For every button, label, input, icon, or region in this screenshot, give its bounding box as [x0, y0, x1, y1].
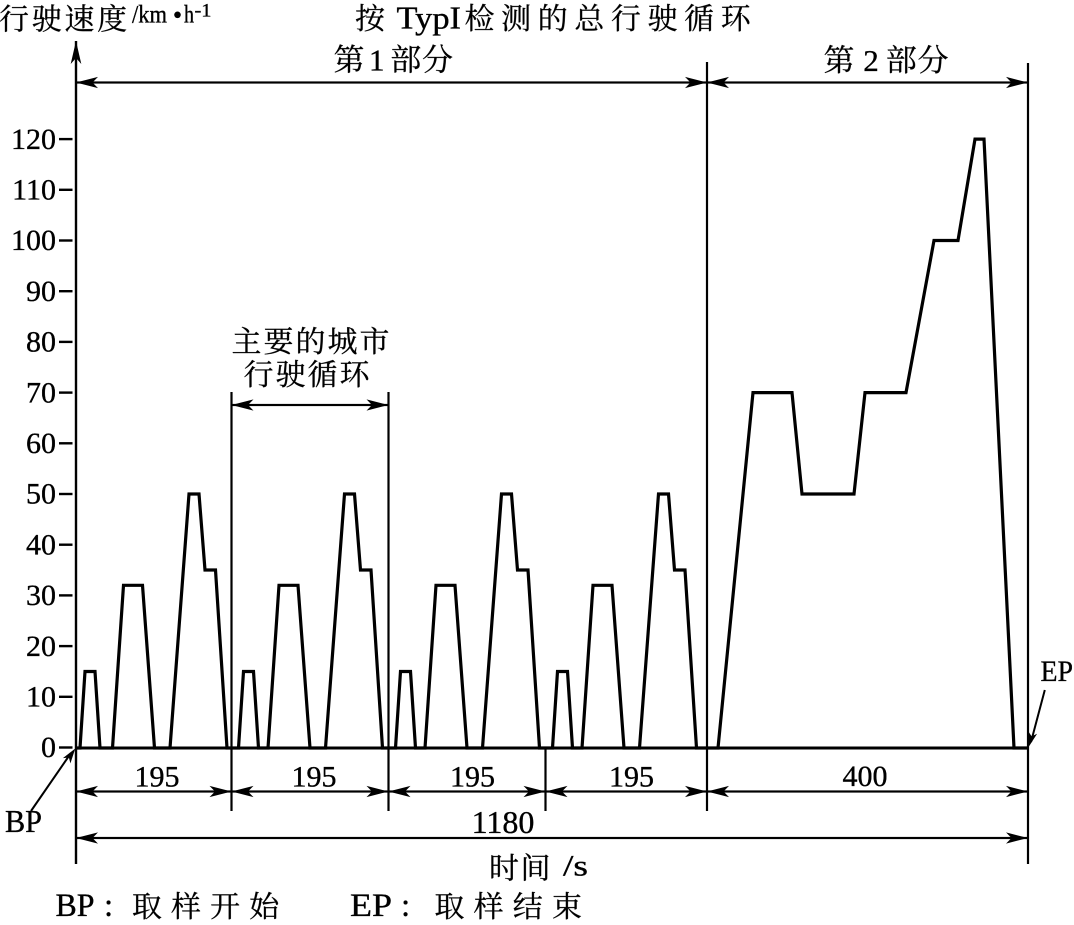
svg-text:195: 195: [450, 761, 495, 794]
svg-text:100: 100: [11, 224, 56, 257]
svg-text::: :: [401, 888, 410, 924]
svg-text:70: 70: [26, 376, 56, 409]
svg-text:EP: EP: [350, 888, 392, 924]
svg-text:BP: BP: [56, 888, 95, 924]
svg-text:/km: /km: [132, 2, 167, 29]
svg-text:10: 10: [26, 681, 56, 714]
svg-text:20: 20: [26, 630, 56, 663]
svg-text:50: 50: [26, 478, 56, 511]
svg-text:195: 195: [135, 761, 180, 794]
svg-text:-1: -1: [195, 1, 212, 22]
svg-text:80: 80: [26, 326, 56, 359]
svg-text:h: h: [184, 2, 194, 29]
svg-text:120: 120: [11, 123, 56, 156]
svg-text:400: 400: [843, 760, 888, 793]
svg-text:110: 110: [12, 174, 56, 207]
svg-text::: :: [104, 888, 113, 924]
svg-text:2: 2: [863, 43, 879, 78]
svg-text:0: 0: [41, 731, 56, 764]
svg-text:195: 195: [292, 761, 337, 794]
svg-text:BP: BP: [5, 803, 42, 839]
svg-text:40: 40: [26, 528, 56, 561]
svg-text:TypI: TypI: [397, 0, 462, 35]
svg-text:195: 195: [609, 761, 654, 794]
svg-text:EP: EP: [1041, 655, 1074, 688]
svg-text:90: 90: [26, 275, 56, 308]
svg-text:1180: 1180: [472, 804, 535, 840]
svg-text:1: 1: [369, 43, 385, 78]
svg-text:60: 60: [26, 427, 56, 460]
svg-text:/s: /s: [563, 850, 588, 883]
svg-text:30: 30: [26, 579, 56, 612]
